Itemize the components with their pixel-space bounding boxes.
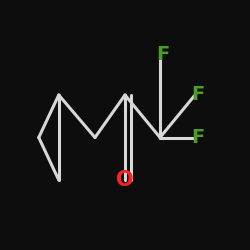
Text: F: F [156,46,169,64]
Text: O: O [116,170,134,190]
Text: F: F [191,128,204,147]
Text: F: F [191,86,204,104]
